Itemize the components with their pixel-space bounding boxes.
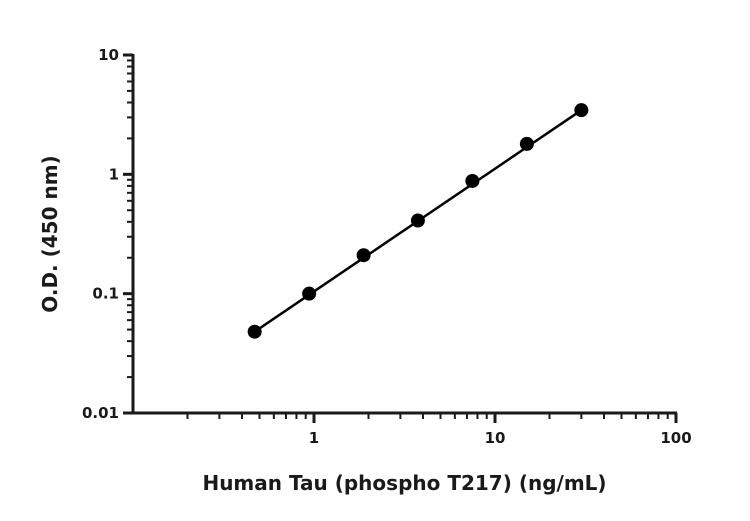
x-tick-label: 100 <box>660 429 691 447</box>
x-tick-label: 1 <box>309 429 319 447</box>
y-tick-label: 0.1 <box>92 285 119 303</box>
data-point <box>574 103 589 118</box>
plot-area <box>247 103 589 339</box>
y-axis-title: O.D. (450 nm) <box>38 155 62 312</box>
y-tick-label: 1 <box>109 165 119 183</box>
data-point <box>247 324 262 339</box>
data-point <box>302 286 317 301</box>
x-tick-label: 10 <box>485 429 506 447</box>
y-tick-label: 0.01 <box>82 404 119 422</box>
data-point <box>519 136 534 151</box>
data-point <box>465 173 480 188</box>
data-point <box>410 213 425 228</box>
y-ticks: 0.01 0.1 1 10 <box>82 46 133 422</box>
y-tick-label: 10 <box>98 46 119 64</box>
axes <box>131 54 677 415</box>
x-ticks: 1 10 100 <box>186 413 692 447</box>
x-axis-title: Human Tau (phospho T217) (ng/mL) <box>202 471 606 495</box>
data-point <box>356 248 371 263</box>
